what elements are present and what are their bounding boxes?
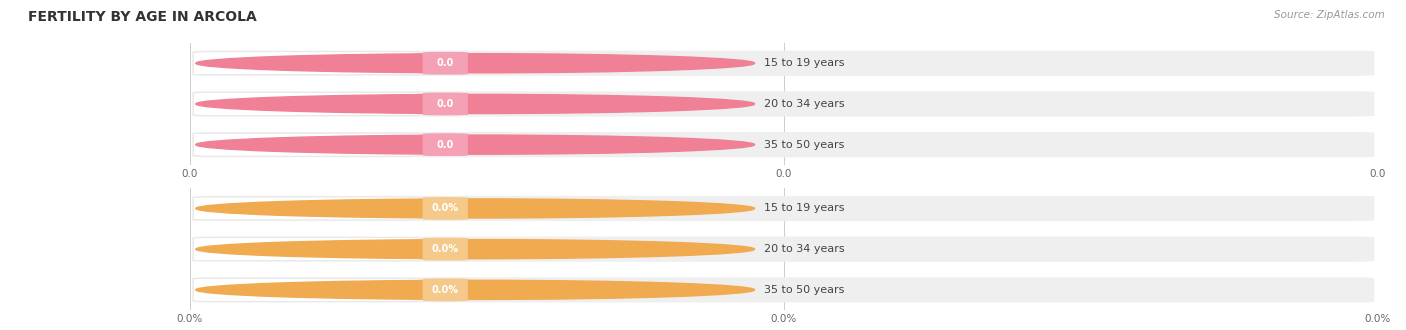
Text: 0.0%: 0.0%: [432, 204, 458, 214]
FancyBboxPatch shape: [194, 133, 419, 156]
FancyBboxPatch shape: [194, 92, 419, 115]
Circle shape: [195, 240, 755, 259]
Text: 20 to 34 years: 20 to 34 years: [763, 99, 845, 109]
FancyBboxPatch shape: [193, 132, 1374, 157]
Text: 0.0: 0.0: [437, 140, 454, 149]
FancyBboxPatch shape: [193, 91, 1374, 116]
FancyBboxPatch shape: [193, 196, 1374, 221]
Circle shape: [195, 54, 755, 73]
Text: 20 to 34 years: 20 to 34 years: [763, 244, 845, 254]
FancyBboxPatch shape: [423, 133, 468, 156]
Text: 0.0%: 0.0%: [432, 285, 458, 295]
Circle shape: [195, 280, 755, 299]
FancyBboxPatch shape: [194, 279, 419, 301]
FancyBboxPatch shape: [423, 279, 468, 301]
Circle shape: [195, 199, 755, 218]
FancyBboxPatch shape: [194, 197, 419, 220]
Text: Source: ZipAtlas.com: Source: ZipAtlas.com: [1274, 10, 1385, 20]
FancyBboxPatch shape: [194, 238, 419, 261]
FancyBboxPatch shape: [423, 197, 468, 220]
FancyBboxPatch shape: [193, 237, 1374, 262]
Text: FERTILITY BY AGE IN ARCOLA: FERTILITY BY AGE IN ARCOLA: [28, 10, 257, 24]
Text: 35 to 50 years: 35 to 50 years: [763, 285, 845, 295]
FancyBboxPatch shape: [423, 52, 468, 75]
FancyBboxPatch shape: [423, 92, 468, 115]
Text: 15 to 19 years: 15 to 19 years: [763, 58, 845, 68]
Text: 0.0%: 0.0%: [432, 244, 458, 254]
Text: 35 to 50 years: 35 to 50 years: [763, 140, 845, 149]
Text: 0.0: 0.0: [437, 99, 454, 109]
FancyBboxPatch shape: [423, 238, 468, 261]
FancyBboxPatch shape: [194, 52, 419, 75]
FancyBboxPatch shape: [193, 50, 1374, 76]
Circle shape: [195, 135, 755, 154]
Text: 15 to 19 years: 15 to 19 years: [763, 204, 845, 214]
FancyBboxPatch shape: [193, 277, 1374, 303]
Circle shape: [195, 94, 755, 114]
Text: 0.0: 0.0: [437, 58, 454, 68]
